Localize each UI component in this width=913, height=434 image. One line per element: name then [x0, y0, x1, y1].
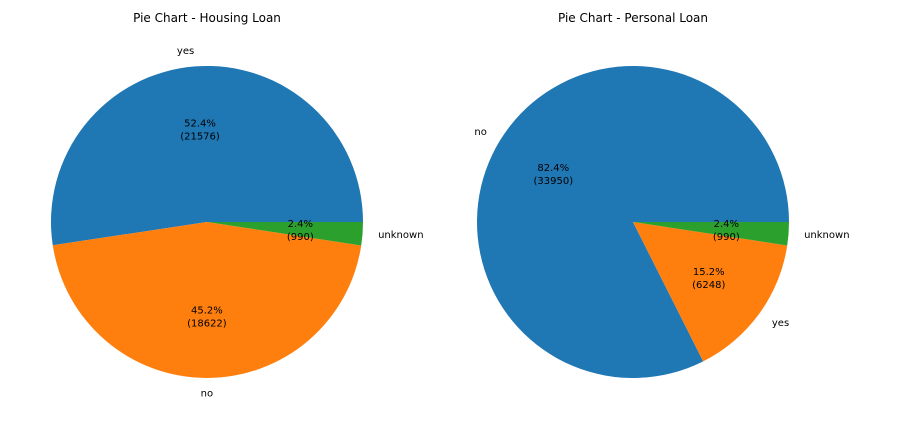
- slice-label-yes: yes: [772, 318, 789, 329]
- slice-count: (990): [713, 232, 740, 243]
- slice-count: (6248): [692, 280, 725, 291]
- slice-percent-label: 45.2% (18622): [187, 306, 227, 330]
- slice-count: (33950): [533, 176, 573, 187]
- slice-percent: 45.2%: [191, 306, 223, 317]
- pie-chart-personal-loan: Pie Chart - Personal Loan no 82.4% (33950)…: [474, 11, 850, 378]
- slice-percent-label: 52.4% (21576): [180, 119, 220, 143]
- chart-title: Pie Chart - Personal Loan: [558, 11, 708, 25]
- slice-percent: 2.4%: [288, 219, 313, 230]
- slice-count: (18622): [187, 319, 227, 330]
- slice-percent-label: 2.4% (990): [713, 219, 740, 243]
- slice-percent: 82.4%: [537, 163, 569, 174]
- pie-slice-no: [52, 222, 362, 378]
- pie-slice-no: [477, 65, 789, 378]
- pie-chart-housing-loan: Pie Chart - Housing Loan yes 52.4% (21576)…: [51, 11, 424, 400]
- pie-slice-yes: [633, 222, 788, 362]
- pie-slice-unknown: [207, 222, 363, 246]
- slice-count: (990): [287, 232, 314, 243]
- slice-percent-label: 15.2% (6248): [692, 267, 725, 291]
- slice-label-unknown: unknown: [804, 230, 849, 241]
- slice-label-no: no: [201, 389, 213, 400]
- slice-label-unknown: unknown: [378, 230, 423, 241]
- slice-percent: 52.4%: [184, 119, 216, 130]
- pie-slice-yes: [51, 65, 363, 246]
- slice-percent-label: 2.4% (990): [287, 219, 314, 243]
- chart-title: Pie Chart - Housing Loan: [133, 11, 281, 25]
- slice-percent: 15.2%: [693, 267, 725, 278]
- slice-percent-label: 82.4% (33950): [533, 163, 573, 187]
- pie-slice-unknown: [633, 222, 789, 246]
- slice-percent: 2.4%: [714, 219, 739, 230]
- slice-count: (21576): [180, 132, 220, 143]
- slice-label-no: no: [474, 127, 486, 138]
- slice-label-yes: yes: [177, 46, 194, 57]
